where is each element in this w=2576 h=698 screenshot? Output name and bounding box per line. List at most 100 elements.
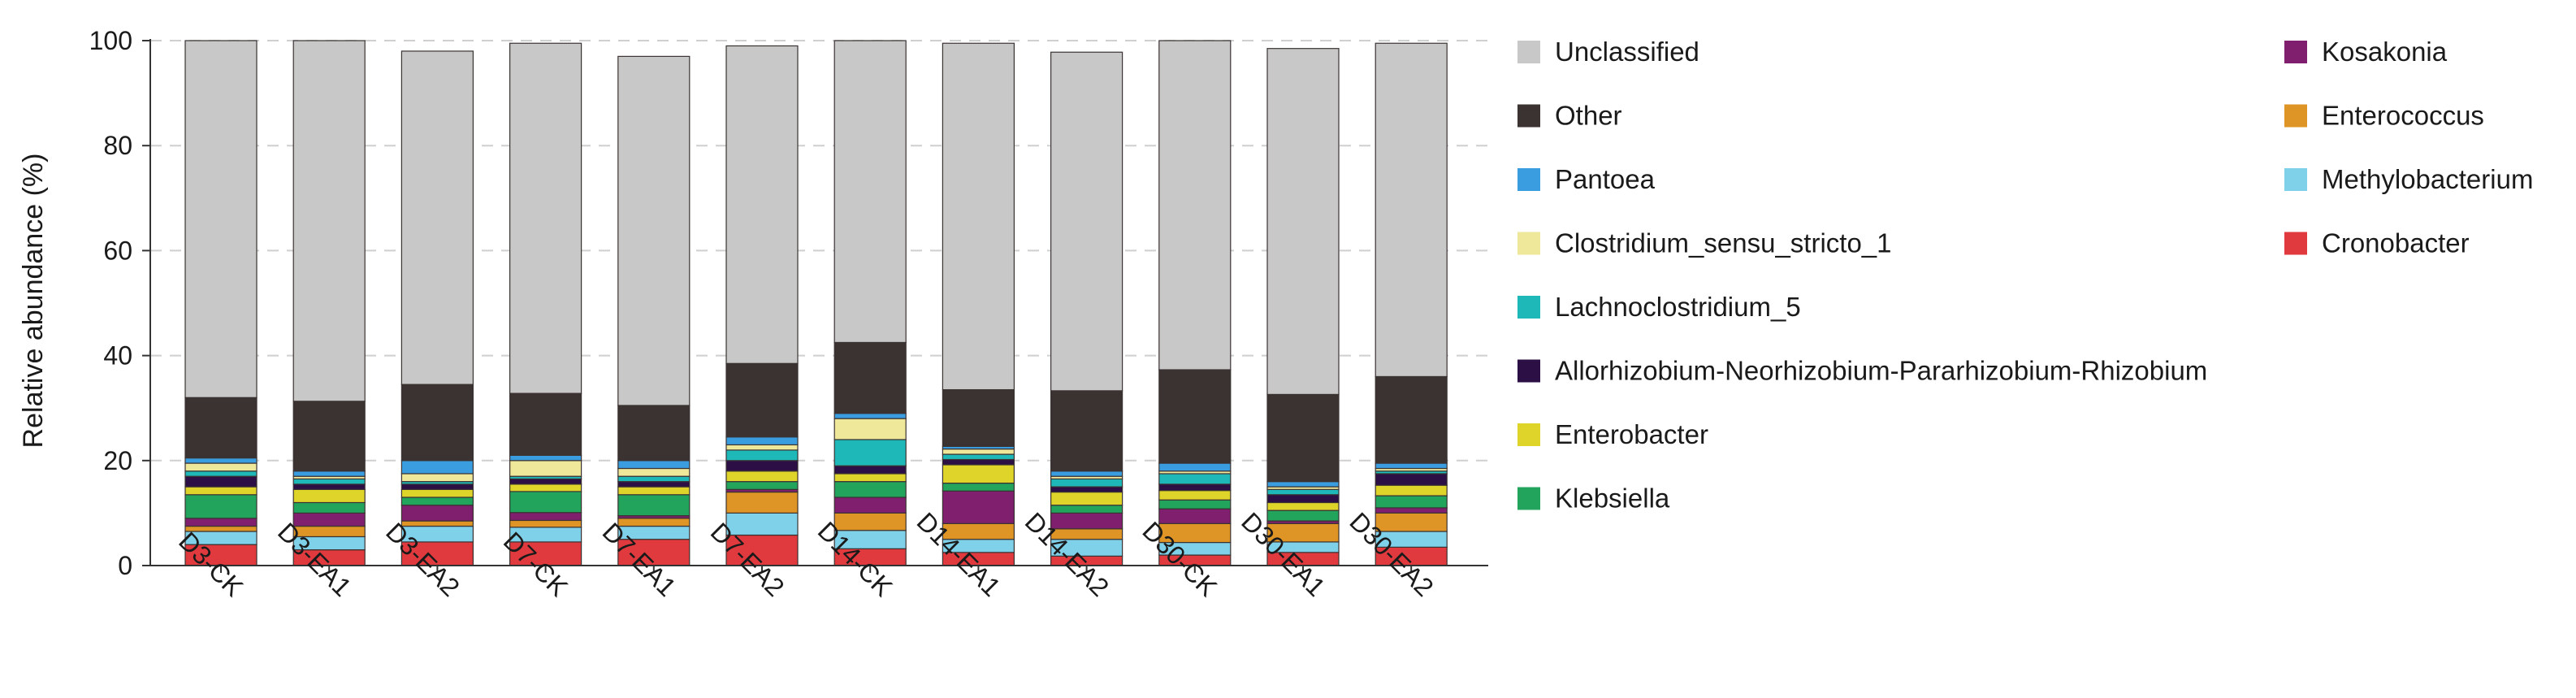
y-tick-label: 60 xyxy=(103,236,132,265)
bar-segment-d14-ea2-kosakonia xyxy=(1050,512,1123,530)
bar-segment-d3-ea2-enterobacter xyxy=(400,488,474,498)
bar-segment-d7-ck-enterococcus xyxy=(509,519,582,528)
bar-segment-d14-ea1-clostridium-sensu-stricto-1 xyxy=(942,448,1015,455)
bar-segment-d7-ea2-klebsiella xyxy=(725,481,799,490)
bar-segment-d30-ea1-allorhizobium-neorhizobium-pararhizobium-rhizobium xyxy=(1266,494,1340,504)
bar-segment-d3-ea1-enterobacter xyxy=(292,488,366,504)
bar-segment-d14-ea2-klebsiella xyxy=(1050,505,1123,514)
bar-segment-d14-ea1-kosakonia xyxy=(942,490,1015,524)
bar-segment-d3-ea2-klebsiella xyxy=(400,496,474,506)
gridlines xyxy=(150,40,1488,462)
bar-segment-d7-ea1-pantoea xyxy=(617,460,691,470)
bar-segment-d14-ck-kosakonia xyxy=(833,496,907,514)
bar-segment-d30-ck-allorhizobium-neorhizobium-pararhizobium-rhizobium xyxy=(1158,483,1232,492)
legend-swatch-other xyxy=(1517,104,1540,128)
bar-segment-d14-ck-lachnoclostridium-5 xyxy=(833,439,907,466)
bar-segment-d3-ea2-clostridium-sensu-stricto-1 xyxy=(400,473,474,483)
legend-swatch-methylobacterium xyxy=(2284,168,2307,191)
bar-segment-d30-ea1-unclassified xyxy=(1266,48,1340,396)
bar-segment-d30-ck-lachnoclostridium-5 xyxy=(1158,473,1232,485)
bar-segment-d3-ck-pantoea xyxy=(184,457,258,464)
bar-segment-d7-ea1-clostridium-sensu-stricto-1 xyxy=(617,467,691,477)
bar-segment-d7-ck-clostridium-sensu-stricto-1 xyxy=(509,460,582,477)
bar-segment-d7-ea2-methylobacterium xyxy=(725,512,799,536)
bar-segment-d3-ea1-unclassified xyxy=(292,40,366,402)
bar-segment-d30-ck-unclassified xyxy=(1158,40,1232,371)
bar-segment-d3-ea1-lachnoclostridium-5 xyxy=(292,478,366,485)
bar-segment-d14-ck-unclassified xyxy=(833,40,907,344)
bar-segment-d7-ea2-unclassified xyxy=(725,45,799,364)
legend-label-unclassified: Unclassified xyxy=(1555,37,1699,67)
bar-segment-d14-ea1-unclassified xyxy=(942,42,1015,391)
bar-segment-d3-ck-lachnoclostridium-5 xyxy=(184,470,258,477)
bar-segment-d14-ea1-allorhizobium-neorhizobium-pararhizobium-rhizobium xyxy=(942,458,1015,466)
bar-segment-d7-ea2-other xyxy=(725,362,799,438)
legend-label-pantoea: Pantoea xyxy=(1555,164,1656,194)
bar-segment-d14-ea2-lachnoclostridium-5 xyxy=(1050,478,1123,488)
bar-segment-d30-ck-kosakonia xyxy=(1158,508,1232,524)
bar-segment-d3-ck-enterobacter xyxy=(184,486,258,496)
bar-segment-d3-ck-unclassified xyxy=(184,40,258,398)
bar-segment-d14-ea2-enterobacter xyxy=(1050,491,1123,506)
bar-segment-d3-ea2-kosakonia xyxy=(400,505,474,522)
bar-segment-d7-ck-unclassified xyxy=(509,42,582,394)
legend-label-lachnoclostridium-5: Lachnoclostridium_5 xyxy=(1555,292,1801,322)
legend-swatch-enterococcus xyxy=(2284,104,2307,128)
bar-segment-d30-ea2-allorhizobium-neorhizobium-pararhizobium-rhizobium xyxy=(1375,473,1448,486)
bar-segment-d14-ck-pantoea xyxy=(833,413,907,419)
bar-segment-d7-ea2-clostridium-sensu-stricto-1 xyxy=(725,444,799,451)
legend-swatch-enterobacter xyxy=(1517,423,1540,446)
bar-segment-d30-ea1-other xyxy=(1266,393,1340,483)
legend-swatch-cronobacter xyxy=(2284,232,2307,255)
bar-segment-d30-ea1-klebsiella xyxy=(1266,509,1340,522)
legend-label-enterobacter: Enterobacter xyxy=(1555,419,1708,449)
bar-segment-d3-ea1-pantoea xyxy=(292,470,366,477)
legend-swatch-kosakonia xyxy=(2284,41,2307,63)
bar-segment-d30-ea2-klebsiella xyxy=(1375,495,1448,509)
bar-segment-d3-ck-klebsiella xyxy=(184,494,258,519)
y-tick-label: 80 xyxy=(103,131,132,160)
bar-segment-d7-ea2-lachnoclostridium-5 xyxy=(725,449,799,462)
legend-label-clostridium-sensu-stricto-1: Clostridium_sensu_stricto_1 xyxy=(1555,228,1892,258)
bar-segment-d7-ea2-cronobacter xyxy=(725,534,799,566)
bar-segment-d14-ea1-klebsiella xyxy=(942,482,1015,492)
bar-segment-d14-ea1-lachnoclostridium-5 xyxy=(942,453,1015,461)
bar-segment-d3-ea1-other xyxy=(292,401,366,472)
bar-segment-d7-ck-other xyxy=(509,392,582,456)
bar-segment-d30-ea2-other xyxy=(1375,375,1448,464)
bar-segment-d7-ea1-enterococcus xyxy=(617,518,691,527)
bars xyxy=(184,40,1448,566)
legend-label-cronobacter: Cronobacter xyxy=(2322,228,2470,258)
bar-segment-d7-ea2-enterobacter xyxy=(725,470,799,483)
y-tick-label: 100 xyxy=(89,26,132,55)
bar-segment-d7-ck-allorhizobium-neorhizobium-pararhizobium-rhizobium xyxy=(509,478,582,485)
bar-segment-d14-ea2-other xyxy=(1050,390,1123,472)
bar-segment-d7-ea2-pantoea xyxy=(725,436,799,446)
bar-segment-d7-ea1-klebsiella xyxy=(617,494,691,517)
bar-segment-d3-ea2-enterococcus xyxy=(400,520,474,527)
bar-segment-d30-ea1-lachnoclostridium-5 xyxy=(1266,488,1340,496)
bar-segment-d7-ck-kosakonia xyxy=(509,512,582,522)
bar-segment-d3-ea1-allorhizobium-neorhizobium-pararhizobium-rhizobium xyxy=(292,483,366,490)
bar-segment-d7-ck-pantoea xyxy=(509,454,582,462)
bar-segment-d3-ck-cronobacter xyxy=(184,544,258,566)
bar-segment-d3-ea2-pantoea xyxy=(400,460,474,475)
bar-segment-d14-ck-klebsiella xyxy=(833,481,907,498)
bar-segment-d30-ck-klebsiella xyxy=(1158,499,1232,509)
bar-segment-d30-ea2-kosakonia xyxy=(1375,507,1448,514)
bar-segment-d7-ea2-allorhizobium-neorhizobium-pararhizobium-rhizobium xyxy=(725,460,799,472)
legend: Unclassified Other Pantoea Clostridium_sens… xyxy=(1517,37,2533,514)
legend-swatch-pantoea xyxy=(1517,168,1540,191)
bar-segment-d14-ea2-unclassified xyxy=(1050,51,1123,392)
bar-segment-d3-ea2-other xyxy=(400,384,474,462)
bar-segment-d7-ea1-allorhizobium-neorhizobium-pararhizobium-rhizobium xyxy=(617,481,691,488)
bar-segment-d30-ea2-enterobacter xyxy=(1375,484,1448,496)
bar-segment-d30-ck-enterobacter xyxy=(1158,490,1232,501)
bar-segment-d7-ea1-enterobacter xyxy=(617,486,691,496)
bar-segment-d3-ck-clostridium-sensu-stricto-1 xyxy=(184,462,258,472)
legend-label-klebsiella: Klebsiella xyxy=(1555,483,1670,514)
legend-label-methylobacterium: Methylobacterium xyxy=(2322,164,2533,194)
legend-swatch-lachnoclostridium-5 xyxy=(1517,296,1540,319)
bar-segment-d7-ea1-lachnoclostridium-5 xyxy=(617,475,691,483)
